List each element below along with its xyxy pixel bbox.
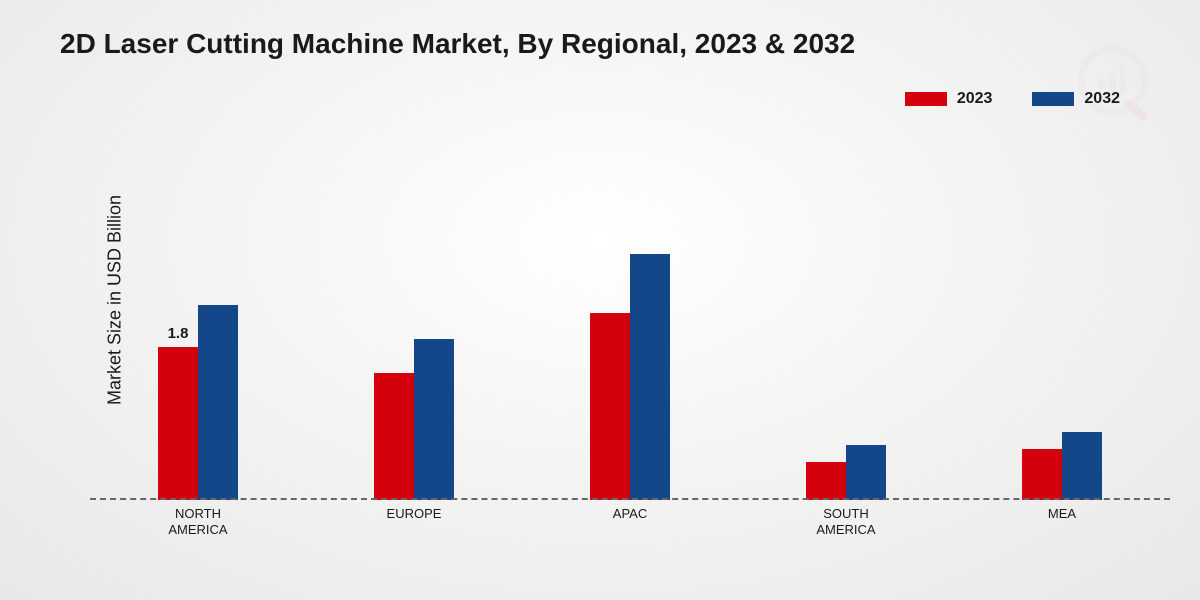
legend-swatch-2032 [1032, 92, 1074, 106]
legend-swatch-2023 [905, 92, 947, 106]
bar-2023 [1022, 449, 1062, 500]
bar-group [339, 160, 489, 500]
x-axis-labels: NORTH AMERICA EUROPE APAC SOUTH AMERICA MEA [90, 500, 1170, 540]
bar-groups: 1.8 [90, 160, 1170, 500]
bar-2023 [806, 462, 846, 500]
bar-2032 [198, 305, 238, 501]
bar-group [555, 160, 705, 500]
x-axis-label: APAC [555, 500, 705, 540]
bar-group [987, 160, 1137, 500]
x-axis-label: EUROPE [339, 500, 489, 540]
bar-2032 [846, 445, 886, 500]
bar-2023 [590, 313, 630, 500]
legend-label-2032: 2032 [1084, 90, 1120, 108]
bar-value-label: 1.8 [168, 325, 189, 342]
chart-title: 2D Laser Cutting Machine Market, By Regi… [60, 28, 855, 60]
bar-2023 [374, 373, 414, 501]
bar-chart: 1.8 NORTH AMERICA EUROPE APAC SOUTH AMERICA… [90, 160, 1170, 540]
legend-item-2023: 2023 [905, 90, 993, 108]
legend: 2023 2032 [905, 90, 1120, 108]
legend-item-2032: 2032 [1032, 90, 1120, 108]
bar-2032 [1062, 432, 1102, 500]
bar-2032 [630, 254, 670, 501]
x-axis-label: NORTH AMERICA [123, 500, 273, 540]
x-axis-label: SOUTH AMERICA [771, 500, 921, 540]
legend-label-2023: 2023 [957, 90, 993, 108]
bar-group: 1.8 [123, 160, 273, 500]
watermark-logo-icon [1072, 40, 1160, 128]
bar-2032 [414, 339, 454, 501]
bar-group [771, 160, 921, 500]
x-axis-label: MEA [987, 500, 1137, 540]
bar-2023: 1.8 [158, 347, 198, 500]
